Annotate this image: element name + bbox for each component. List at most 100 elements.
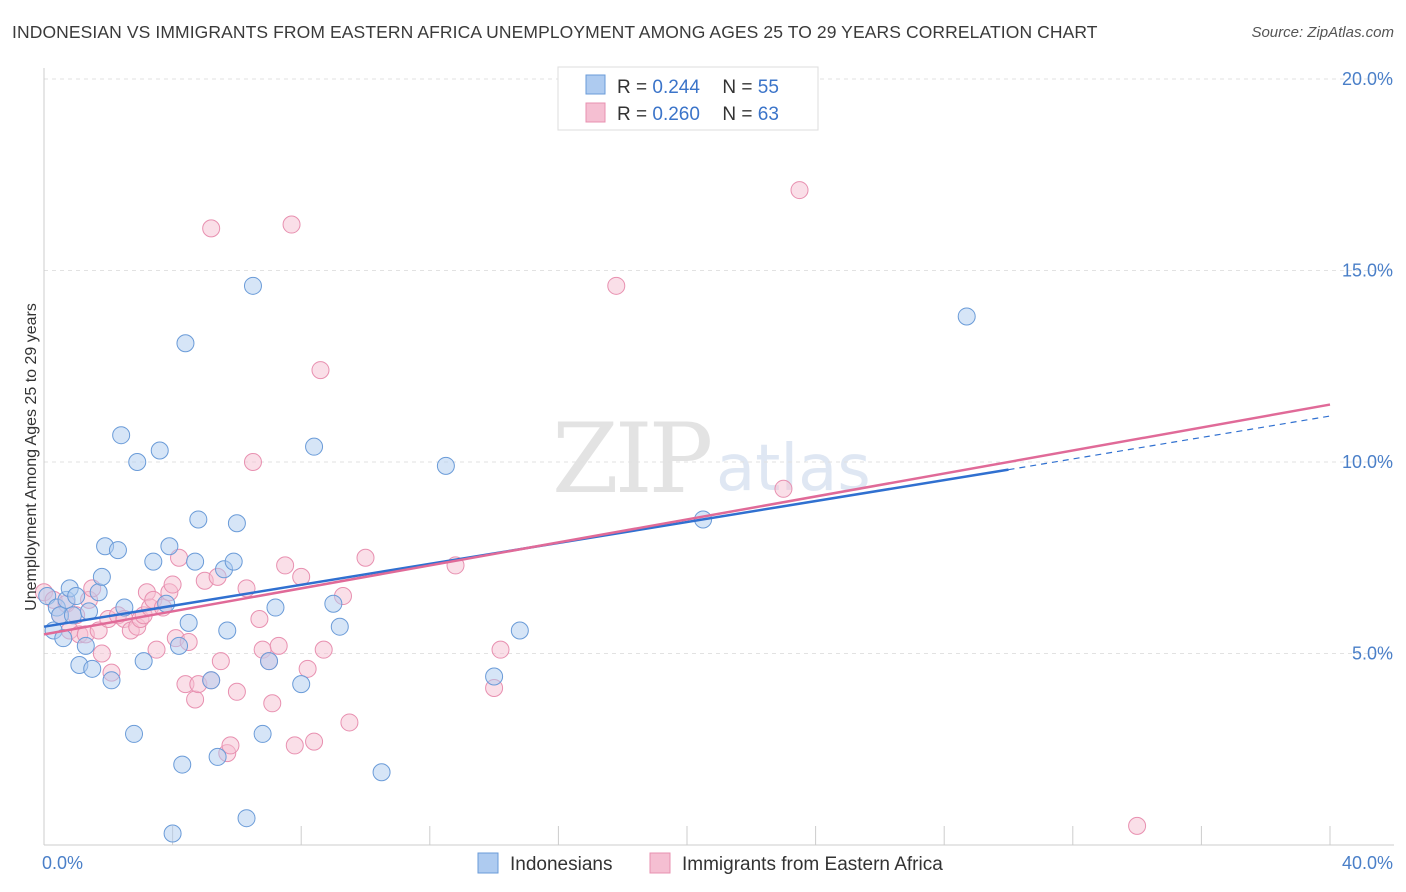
y-tick-label: 15.0%: [1342, 261, 1393, 281]
point-eastern-africa: [92, 644, 111, 663]
point-eastern-africa: [340, 713, 359, 732]
watermark-zip: ZIP: [552, 403, 711, 515]
legend-swatch-indonesians: [585, 74, 606, 95]
legend-row-eastern-africa: R = 0.260 N = 63: [617, 104, 779, 125]
point-indonesians: [83, 659, 102, 678]
point-indonesians: [179, 613, 198, 632]
legend-swatch-eastern-africa: [585, 102, 606, 123]
point-eastern-africa: [243, 453, 262, 471]
x-tick-labels: 0.0% 40.0%: [42, 853, 1393, 873]
bottom-legend-swatch-indonesians: [477, 852, 499, 874]
point-indonesians: [260, 652, 279, 671]
source-credit: Source: ZipAtlas.com: [1251, 24, 1394, 41]
point-eastern-africa: [298, 659, 317, 678]
point-eastern-africa: [202, 219, 221, 238]
point-indonesians: [76, 636, 95, 655]
point-indonesians: [92, 567, 111, 586]
point-indonesians: [266, 598, 285, 617]
point-eastern-africa: [311, 361, 330, 380]
point-indonesians: [510, 621, 529, 640]
point-indonesians: [243, 276, 262, 295]
point-indonesians: [144, 552, 163, 571]
legend-r-label: R =: [617, 104, 652, 125]
x-tick-label: 40.0%: [1342, 853, 1393, 873]
legend-n-label: N =: [722, 104, 757, 125]
point-eastern-africa: [314, 640, 333, 659]
point-indonesians: [253, 724, 272, 743]
point-eastern-africa: [305, 732, 324, 751]
point-indonesians: [67, 587, 86, 606]
point-eastern-africa: [147, 640, 166, 659]
point-indonesians: [173, 755, 192, 774]
point-indonesians: [436, 456, 455, 475]
grid-lines: [44, 78, 1394, 654]
legend-r-value: 0.260: [652, 104, 700, 125]
point-indonesians: [134, 652, 153, 671]
point-indonesians: [372, 763, 391, 782]
point-indonesians: [128, 453, 147, 471]
point-indonesians: [102, 671, 121, 690]
point-eastern-africa: [282, 215, 301, 234]
series-indonesians-points: [38, 276, 976, 843]
point-indonesians: [324, 594, 343, 613]
chart-title: INDONESIAN VS IMMIGRANTS FROM EASTERN AF…: [12, 22, 1098, 42]
point-indonesians: [957, 307, 976, 326]
bottom-legend-label-eastern-africa: Immigrants from Eastern Africa: [682, 854, 943, 875]
trend-lines: [43, 403, 1331, 636]
point-eastern-africa: [491, 640, 510, 659]
point-indonesians: [227, 514, 246, 533]
bottom-legend: Indonesians Immigrants from Eastern Afri…: [477, 852, 943, 875]
point-eastern-africa: [356, 548, 375, 567]
point-indonesians: [189, 510, 208, 529]
watermark: ZIP atlas: [552, 403, 871, 515]
point-indonesians: [176, 334, 195, 353]
trend-line-indonesians-extrapolated: [1008, 415, 1331, 471]
point-indonesians: [208, 747, 227, 766]
watermark-atlas: atlas: [716, 432, 871, 506]
point-indonesians: [485, 667, 504, 686]
point-eastern-africa: [227, 682, 246, 701]
point-indonesians: [157, 594, 176, 613]
point-indonesians: [170, 636, 189, 655]
point-indonesians: [160, 537, 179, 556]
point-indonesians: [305, 437, 324, 456]
point-indonesians: [125, 724, 144, 743]
point-eastern-africa: [1128, 816, 1147, 835]
point-indonesians: [150, 441, 169, 460]
point-eastern-africa: [774, 479, 793, 498]
x-tick-label: 0.0%: [42, 853, 83, 873]
point-eastern-africa: [263, 694, 282, 713]
point-indonesians: [186, 552, 205, 571]
point-eastern-africa: [250, 610, 269, 629]
y-axis-label: Unemployment Among Ages 25 to 29 years: [23, 303, 40, 611]
point-indonesians: [38, 587, 57, 606]
point-eastern-africa: [163, 575, 182, 594]
legend-r-value: 0.244: [652, 77, 700, 98]
point-eastern-africa: [269, 636, 288, 655]
point-indonesians: [224, 552, 243, 571]
point-indonesians: [218, 621, 237, 640]
point-indonesians: [112, 426, 131, 445]
series-eastern-africa-points: [35, 181, 1147, 835]
legend-n-label: N =: [722, 77, 757, 98]
point-eastern-africa: [276, 556, 295, 575]
point-eastern-africa: [607, 276, 626, 295]
y-tick-label: 5.0%: [1352, 644, 1393, 664]
y-tick-label: 20.0%: [1342, 69, 1393, 89]
legend: R = 0.244 N = 55 R = 0.260 N = 63: [557, 66, 819, 131]
point-indonesians: [237, 809, 256, 828]
point-eastern-africa: [790, 181, 809, 200]
legend-n-value: 63: [758, 104, 779, 125]
bottom-legend-label-indonesians: Indonesians: [510, 854, 612, 875]
y-tick-labels: 5.0% 10.0% 15.0% 20.0%: [1342, 69, 1393, 664]
legend-row-indonesians: R = 0.244 N = 55: [617, 77, 779, 98]
point-indonesians: [330, 617, 349, 636]
point-eastern-africa: [211, 652, 230, 671]
point-indonesians: [163, 824, 182, 843]
bottom-legend-swatch-eastern-africa: [649, 852, 671, 874]
point-eastern-africa: [221, 736, 240, 755]
trend-line-eastern-africa: [43, 403, 1331, 636]
point-eastern-africa: [285, 736, 304, 755]
point-eastern-africa: [186, 690, 205, 709]
